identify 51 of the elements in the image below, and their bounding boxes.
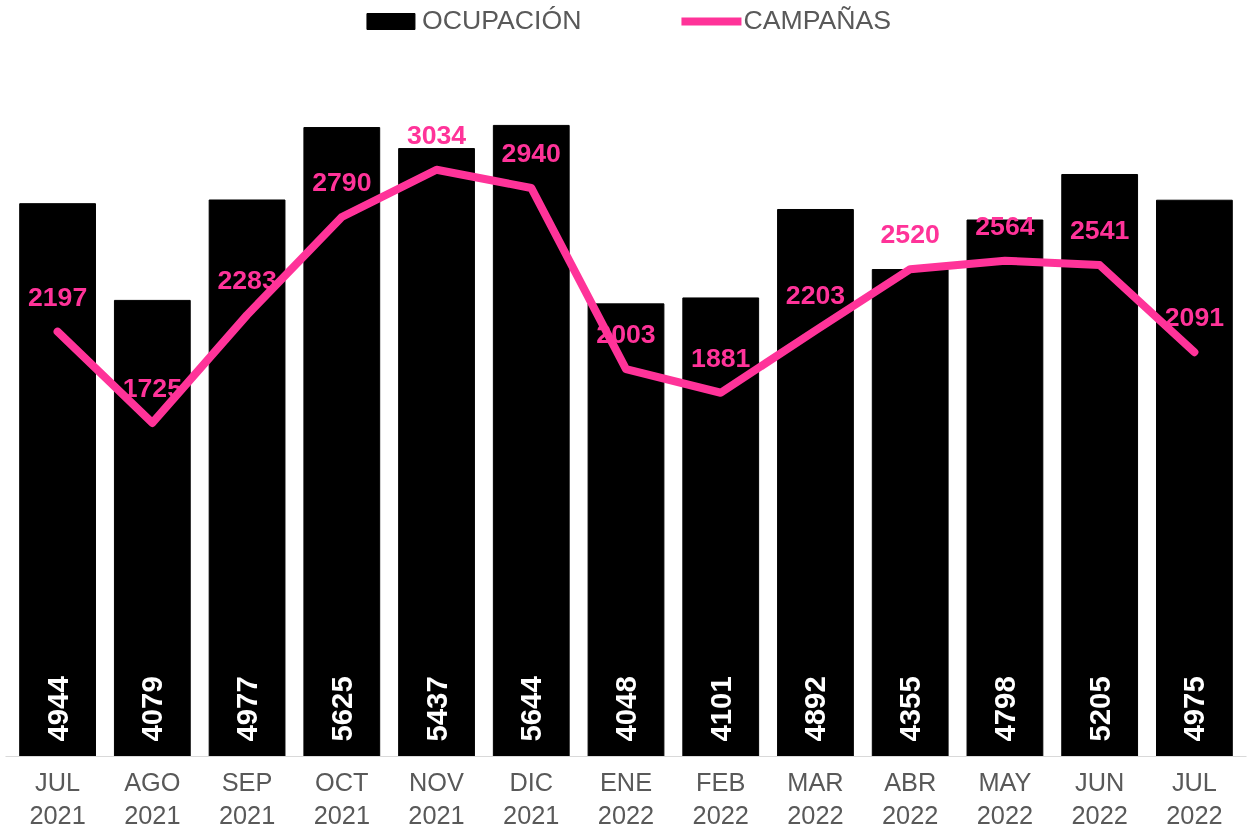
data-label: 4355	[893, 676, 927, 742]
data-label: 2091	[1164, 302, 1225, 333]
data-label: 5437	[419, 676, 453, 742]
data-label: 4892	[798, 676, 832, 742]
data-label: 2541	[1070, 215, 1130, 246]
data-label: 4048	[609, 676, 642, 742]
bar	[1061, 174, 1139, 757]
data-label: 2197	[27, 281, 88, 312]
bar	[777, 208, 854, 757]
x-tick-label: ENE 2022	[597, 767, 655, 830]
legend-label: CAMPAÑAS	[743, 5, 892, 36]
data-label: 4101	[703, 676, 737, 742]
data-label: 2940	[501, 137, 561, 168]
x-tick-label: SEP 2021	[218, 767, 276, 830]
bar	[113, 299, 191, 757]
x-tick-label: NOV 2021	[408, 767, 465, 830]
x-tick-label: FEB 2022	[692, 767, 749, 830]
data-label: 4798	[987, 676, 1021, 742]
bar	[1156, 199, 1233, 757]
data-label: 2564	[975, 210, 1035, 241]
bar	[871, 269, 949, 757]
data-label: 1881	[691, 342, 751, 373]
bar	[19, 203, 96, 757]
bar	[303, 127, 381, 757]
x-tick-label: ABR 2022	[882, 767, 939, 830]
x-tick-label: DIC 2021	[503, 767, 560, 830]
bar	[492, 124, 570, 757]
data-label: 4944	[40, 675, 74, 742]
x-tick-label: MAR 2022	[787, 767, 844, 830]
data-label: 5205	[1082, 676, 1116, 742]
bar	[208, 199, 286, 757]
bar	[682, 297, 760, 757]
x-tick-label: OCT 2021	[313, 767, 370, 830]
x-tick-label: JUL 2021	[29, 767, 86, 830]
data-label: 5625	[324, 676, 358, 742]
data-label: 2203	[785, 280, 846, 311]
x-tick-label: AGO 2021	[124, 767, 181, 830]
x-tick-label: JUN 2022	[1071, 767, 1128, 830]
data-label: 2520	[880, 219, 940, 250]
data-label: 5644	[514, 675, 548, 742]
data-label: 4975	[1177, 676, 1211, 742]
bar	[587, 303, 665, 757]
legend-label: OCUPACIÓN	[421, 5, 582, 36]
data-label: 4079	[135, 676, 169, 742]
x-tick-label: JUL 2022	[1166, 767, 1223, 830]
bar	[398, 148, 475, 757]
x-tick-label: MAY 2022	[976, 767, 1034, 830]
data-label: 3034	[406, 119, 467, 150]
data-label: 2790	[312, 166, 372, 197]
bar	[966, 219, 1044, 757]
data-label: 4977	[230, 676, 264, 742]
